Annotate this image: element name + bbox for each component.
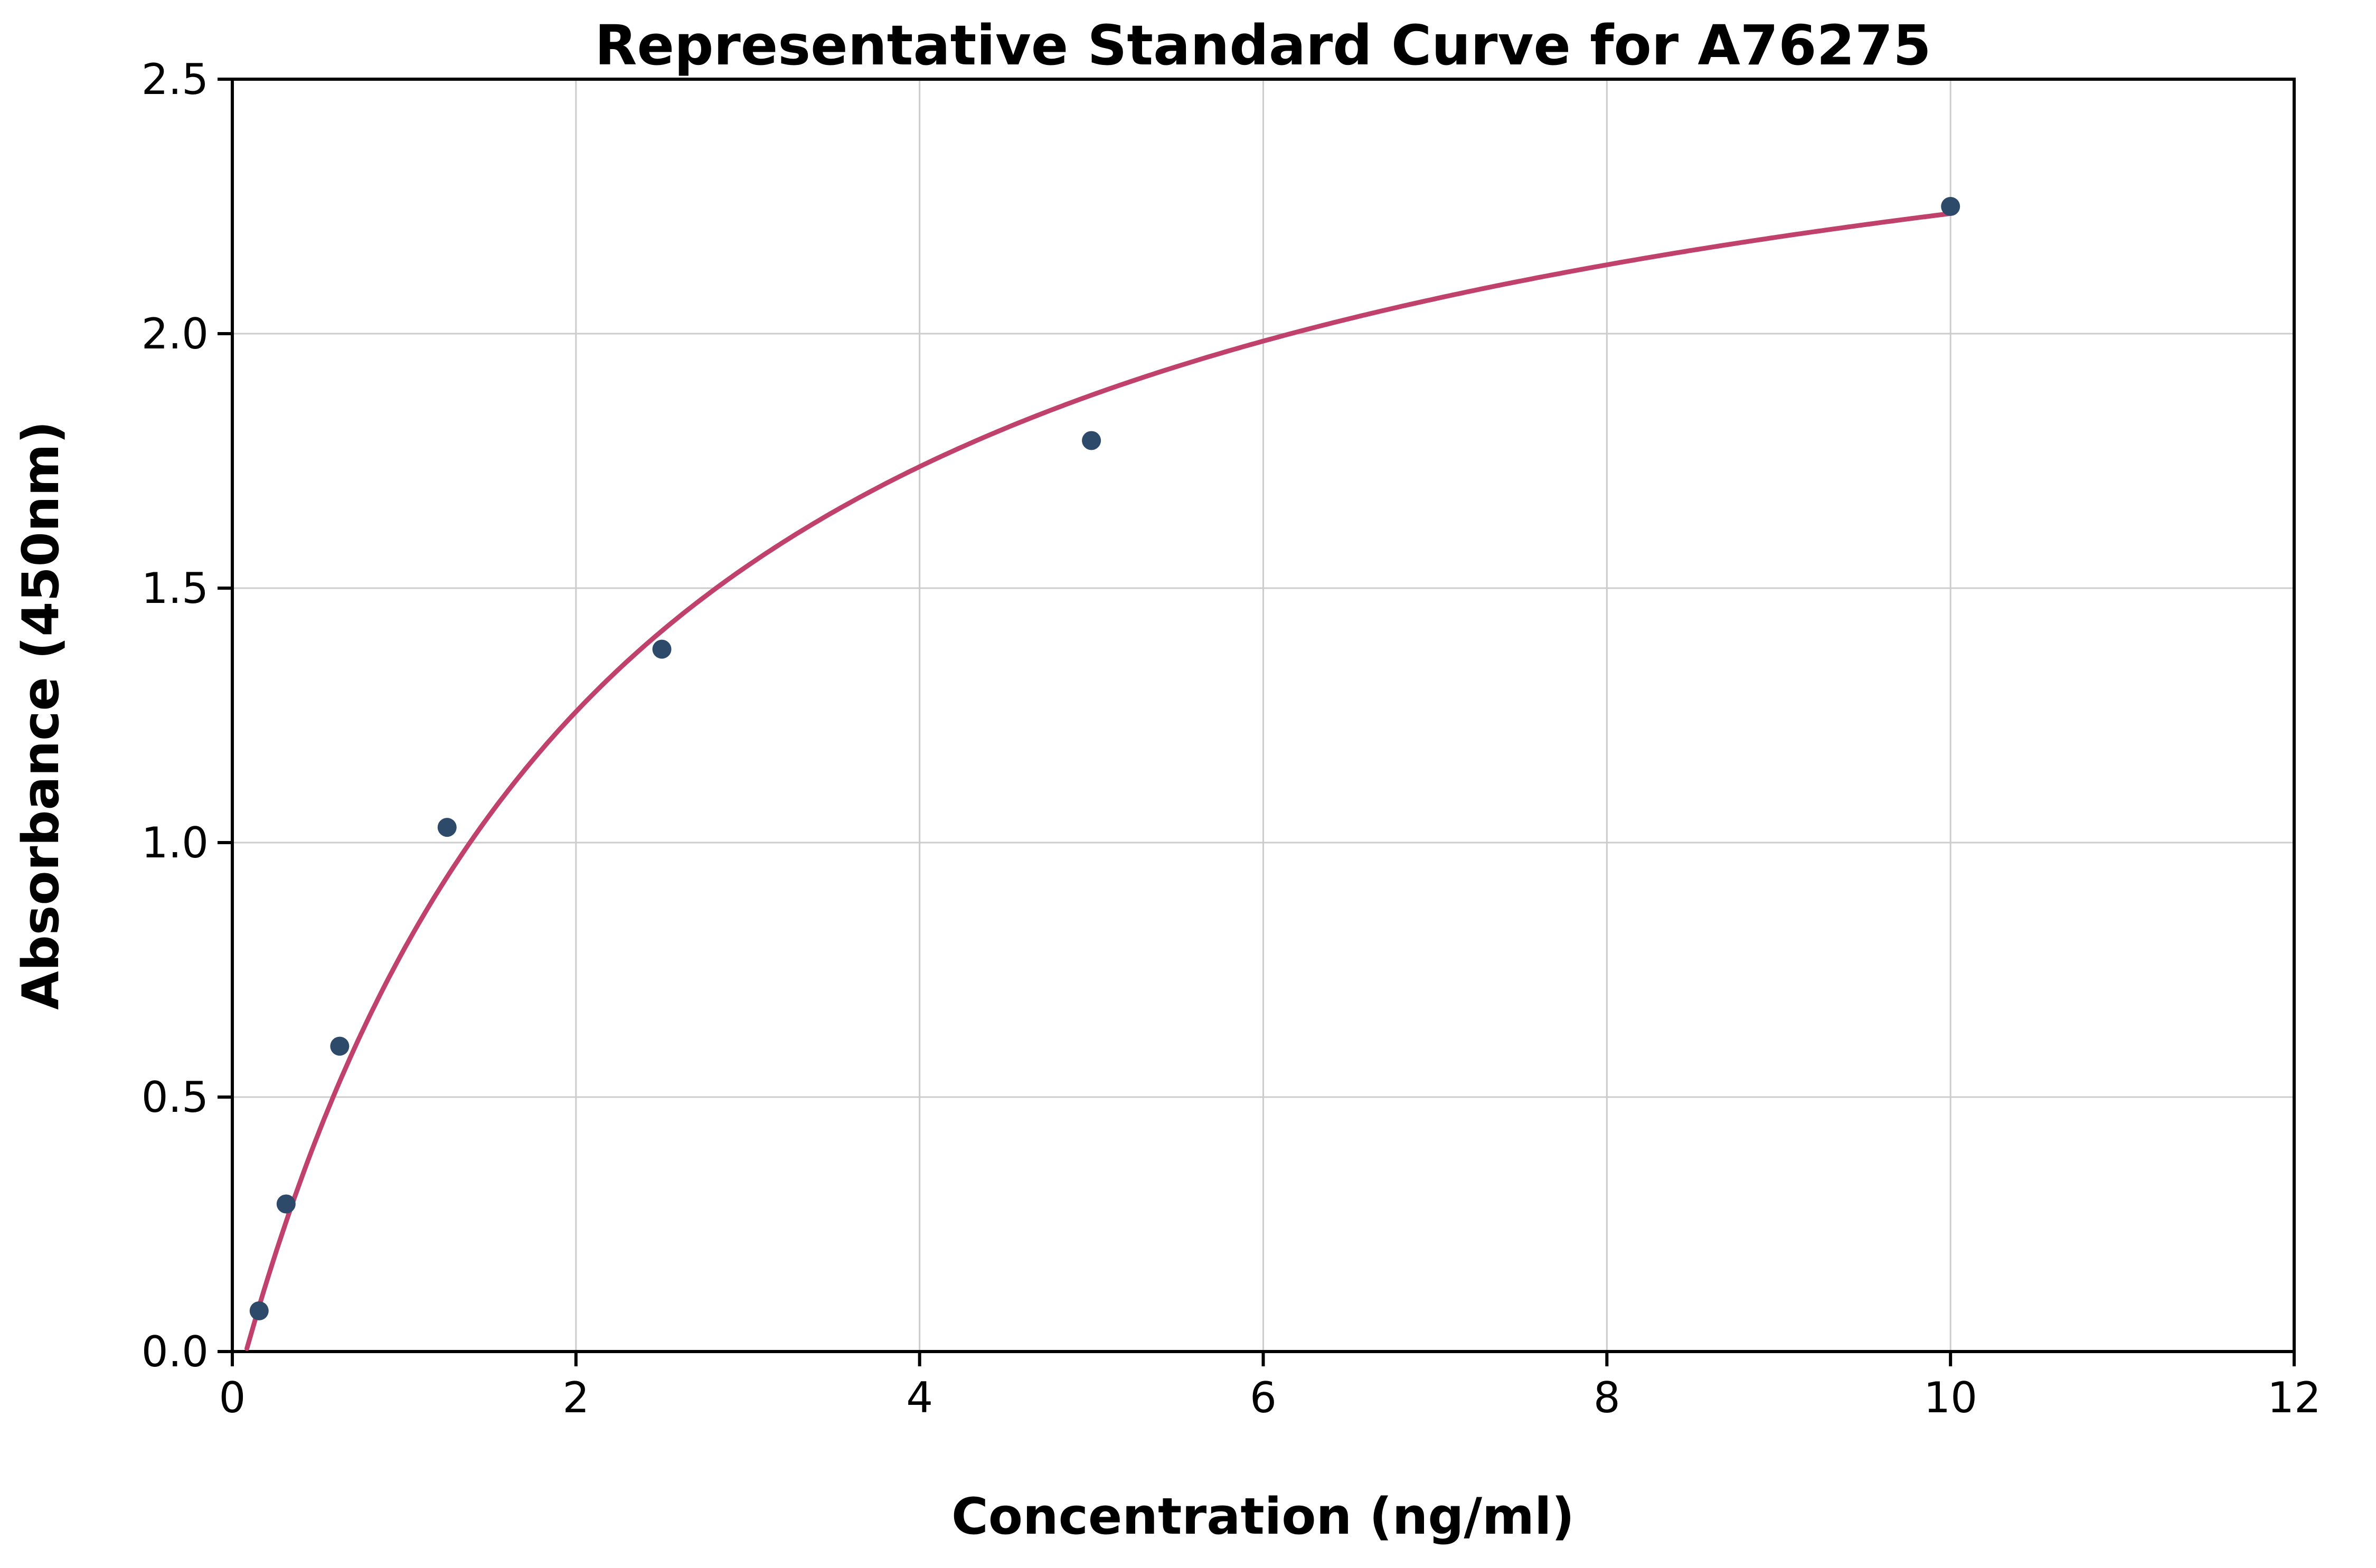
data-point (1082, 431, 1101, 450)
data-point (249, 1301, 269, 1320)
y-tick-label: 1.5 (142, 564, 209, 613)
axis-ticks (218, 78, 2296, 1366)
x-tick-label: 4 (906, 1373, 933, 1422)
y-axis-label: Absorbance (450nm) (12, 421, 70, 1010)
data-point (276, 1194, 296, 1214)
y-tick-label: 0.0 (142, 1327, 209, 1376)
x-axis-label: Concentration (ng/ml) (951, 1488, 1574, 1546)
data-point (652, 639, 672, 659)
y-tick-label: 2.5 (142, 55, 209, 104)
x-tick-label: 6 (1250, 1373, 1277, 1422)
y-tick-label: 1.0 (142, 818, 209, 867)
y-tick-label: 0.5 (142, 1073, 209, 1122)
x-tick-label: 2 (562, 1373, 589, 1422)
x-tick-label: 0 (219, 1373, 246, 1422)
x-tick-label: 8 (1594, 1373, 1620, 1422)
fit-curve (244, 211, 1953, 1351)
data-point (437, 818, 457, 837)
y-tick-label: 2.0 (142, 309, 209, 358)
gridlines (231, 78, 2295, 1353)
data-point (330, 1036, 350, 1056)
data-point (1941, 197, 1960, 216)
chart-title: Representative Standard Curve for A76275 (595, 13, 1931, 78)
x-tick-label: 12 (2267, 1373, 2321, 1422)
x-tick-label: 10 (1924, 1373, 1977, 1422)
tick-labels: 0 2 4 6 8 10 12 0.0 0.5 1.0 1.5 2.0 2.5 (142, 55, 2321, 1422)
data-points (249, 197, 1960, 1320)
